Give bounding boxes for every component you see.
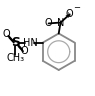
Text: N: N bbox=[57, 18, 64, 28]
Text: O: O bbox=[66, 9, 74, 19]
Text: O: O bbox=[21, 46, 28, 56]
Text: S: S bbox=[11, 36, 20, 49]
Text: O: O bbox=[45, 18, 52, 28]
Text: CH₃: CH₃ bbox=[6, 53, 24, 63]
Text: +: + bbox=[64, 11, 70, 20]
Text: −: − bbox=[73, 3, 80, 12]
Text: O: O bbox=[2, 29, 10, 39]
Text: HN: HN bbox=[23, 38, 37, 48]
